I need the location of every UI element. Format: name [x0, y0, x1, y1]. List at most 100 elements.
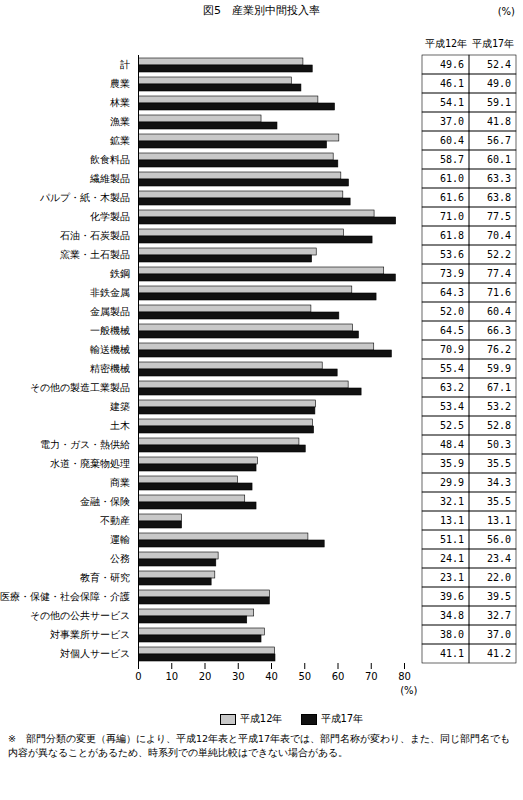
- svg-text:30: 30: [232, 671, 245, 682]
- svg-text:漁業: 漁業: [110, 116, 130, 127]
- svg-text:67.1: 67.1: [487, 382, 511, 393]
- svg-text:41.8: 41.8: [487, 116, 511, 127]
- svg-text:56.0: 56.0: [487, 534, 511, 545]
- svg-text:50: 50: [298, 671, 311, 682]
- svg-text:平成12年: 平成12年: [425, 38, 467, 49]
- svg-text:電力・ガス・熱供給: 電力・ガス・熱供給: [40, 439, 130, 450]
- svg-text:38.0: 38.0: [440, 629, 464, 640]
- svg-text:55.4: 55.4: [440, 363, 464, 374]
- svg-text:32.1: 32.1: [440, 496, 464, 507]
- svg-text:公務: 公務: [110, 553, 130, 564]
- svg-text:計: 計: [120, 59, 130, 70]
- svg-text:23.1: 23.1: [440, 572, 464, 583]
- svg-text:50.3: 50.3: [487, 439, 511, 450]
- svg-text:10: 10: [165, 671, 178, 682]
- svg-text:70.4: 70.4: [487, 230, 511, 241]
- svg-text:52.4: 52.4: [487, 59, 511, 70]
- svg-text:平成17年: 平成17年: [472, 38, 514, 49]
- svg-text:飲食料品: 飲食料品: [90, 154, 130, 165]
- svg-text:76.2: 76.2: [487, 344, 511, 355]
- svg-text:13.1: 13.1: [440, 515, 464, 526]
- svg-text:71.6: 71.6: [487, 287, 511, 298]
- svg-text:0: 0: [135, 671, 141, 682]
- svg-text:52.0: 52.0: [440, 306, 464, 317]
- svg-text:73.9: 73.9: [440, 268, 464, 279]
- svg-text:49.0: 49.0: [487, 78, 511, 89]
- svg-text:その他の製造工業製品: その他の製造工業製品: [30, 382, 130, 393]
- svg-text:60: 60: [332, 671, 345, 682]
- svg-text:41.1: 41.1: [440, 648, 464, 659]
- svg-text:63.3: 63.3: [487, 173, 511, 184]
- svg-text:66.3: 66.3: [487, 325, 511, 336]
- svg-text:その他の公共サービス: その他の公共サービス: [30, 610, 130, 621]
- svg-text:精密機械: 精密機械: [90, 363, 130, 374]
- svg-text:繊維製品: 繊維製品: [89, 173, 130, 184]
- svg-text:63.2: 63.2: [440, 382, 464, 393]
- svg-text:一般機械: 一般機械: [90, 325, 130, 336]
- svg-text:52.5: 52.5: [440, 420, 464, 431]
- svg-text:59.9: 59.9: [487, 363, 511, 374]
- svg-text:58.7: 58.7: [440, 154, 464, 165]
- svg-text:70.9: 70.9: [440, 344, 464, 355]
- svg-text:61.0: 61.0: [440, 173, 464, 184]
- svg-text:商業: 商業: [110, 477, 130, 488]
- svg-text:54.1: 54.1: [440, 97, 464, 108]
- svg-text:運輸: 運輸: [110, 534, 130, 545]
- svg-text:農業: 農業: [110, 78, 130, 89]
- svg-text:39.6: 39.6: [440, 591, 464, 602]
- svg-text:鉱業: 鉱業: [110, 135, 130, 146]
- svg-text:64.5: 64.5: [440, 325, 464, 336]
- svg-text:34.3: 34.3: [487, 477, 511, 488]
- svg-text:35.5: 35.5: [487, 458, 511, 469]
- svg-text:林業: 林業: [109, 97, 130, 108]
- svg-text:土木: 土木: [110, 420, 130, 431]
- svg-text:41.2: 41.2: [487, 648, 511, 659]
- svg-text:(%): (%): [400, 685, 417, 696]
- svg-text:52.8: 52.8: [487, 420, 511, 431]
- svg-text:金属製品: 金属製品: [90, 306, 130, 317]
- svg-text:63.8: 63.8: [487, 192, 511, 203]
- svg-text:化学製品: 化学製品: [90, 211, 130, 222]
- svg-text:39.5: 39.5: [487, 591, 511, 602]
- svg-text:教育・研究: 教育・研究: [80, 572, 130, 583]
- svg-text:64.3: 64.3: [440, 287, 464, 298]
- svg-text:水道・廃棄物処理: 水道・廃棄物処理: [50, 458, 130, 469]
- svg-text:鉄鋼: 鉄鋼: [110, 268, 130, 279]
- svg-text:建築: 建築: [109, 401, 130, 412]
- svg-text:非鉄金属: 非鉄金属: [90, 287, 130, 298]
- svg-text:60.4: 60.4: [487, 306, 511, 317]
- svg-text:40: 40: [265, 671, 278, 682]
- svg-text:不動産: 不動産: [100, 515, 130, 526]
- svg-text:61.8: 61.8: [440, 230, 464, 241]
- svg-text:20: 20: [199, 671, 212, 682]
- svg-text:60.4: 60.4: [440, 135, 464, 146]
- svg-text:53.6: 53.6: [440, 249, 464, 260]
- svg-text:石油・石炭製品: 石油・石炭製品: [60, 230, 130, 241]
- svg-text:71.0: 71.0: [440, 211, 464, 222]
- svg-text:13.1: 13.1: [487, 515, 511, 526]
- svg-text:パルプ・紙・木製品: パルプ・紙・木製品: [39, 192, 130, 203]
- svg-text:51.1: 51.1: [440, 534, 464, 545]
- svg-text:35.9: 35.9: [440, 458, 464, 469]
- svg-text:60.1: 60.1: [487, 154, 511, 165]
- svg-text:29.9: 29.9: [440, 477, 464, 488]
- svg-text:窯業・土石製品: 窯業・土石製品: [60, 249, 130, 260]
- svg-text:24.1: 24.1: [440, 553, 464, 564]
- svg-text:49.6: 49.6: [440, 59, 464, 70]
- svg-text:77.5: 77.5: [487, 211, 511, 222]
- svg-text:59.1: 59.1: [487, 97, 511, 108]
- svg-text:80: 80: [398, 671, 411, 682]
- svg-text:37.0: 37.0: [487, 629, 511, 640]
- svg-text:48.4: 48.4: [440, 439, 464, 450]
- svg-text:輸送機械: 輸送機械: [90, 344, 130, 355]
- svg-text:77.4: 77.4: [487, 268, 511, 279]
- svg-text:医療・保健・社会保障・介護: 医療・保健・社会保障・介護: [0, 591, 130, 602]
- svg-text:46.1: 46.1: [440, 78, 464, 89]
- svg-text:35.5: 35.5: [487, 496, 511, 507]
- svg-text:23.4: 23.4: [487, 553, 511, 564]
- svg-text:61.6: 61.6: [440, 192, 464, 203]
- svg-text:53.2: 53.2: [487, 401, 511, 412]
- svg-text:52.2: 52.2: [487, 249, 511, 260]
- svg-text:70: 70: [365, 671, 378, 682]
- svg-text:金融・保険: 金融・保険: [80, 496, 130, 507]
